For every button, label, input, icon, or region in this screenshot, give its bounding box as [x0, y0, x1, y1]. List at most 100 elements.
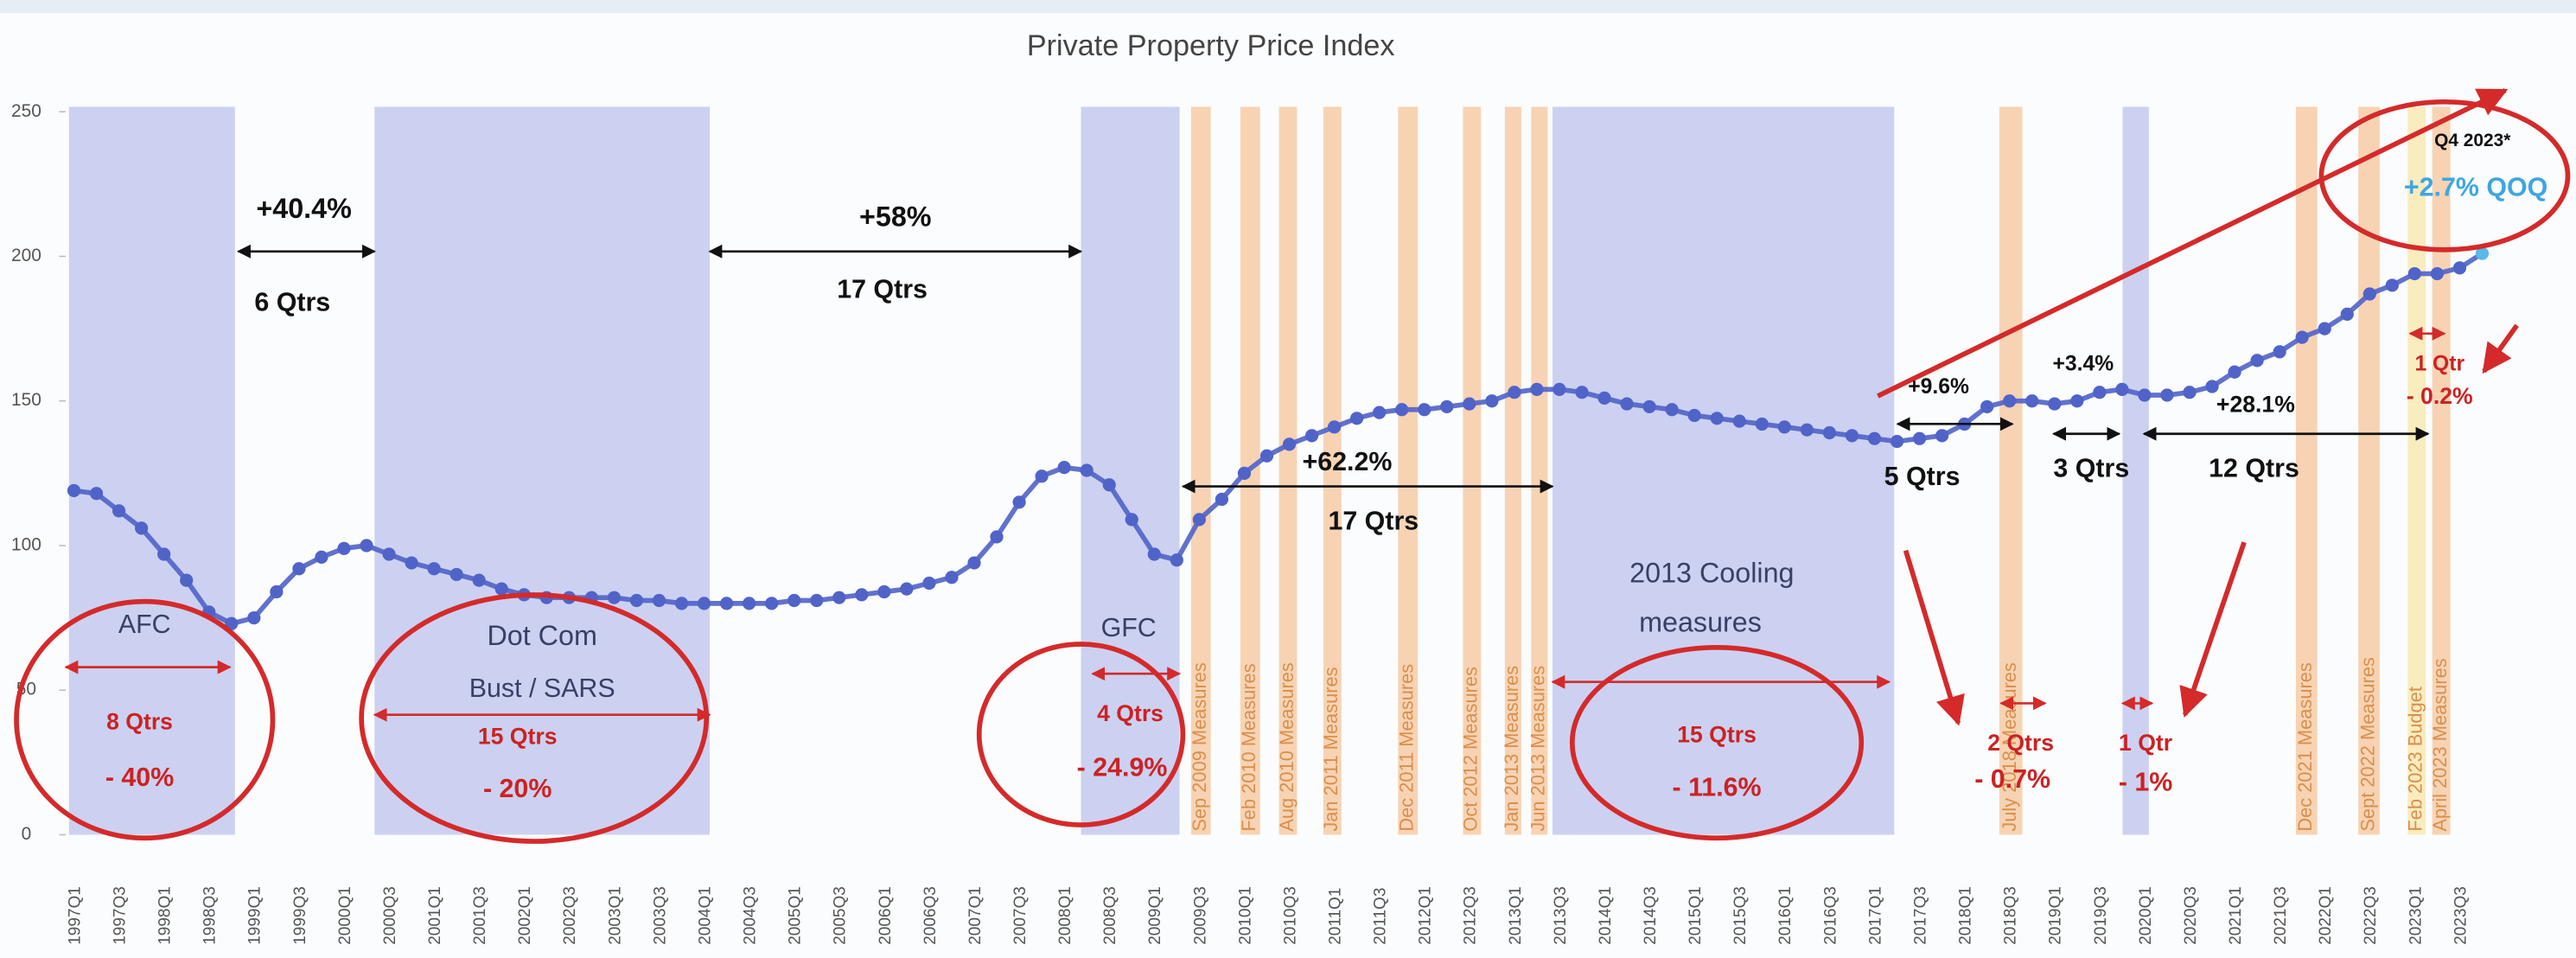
crisis-band — [68, 106, 235, 835]
measure-bar — [1278, 106, 1298, 835]
annotation: - 1% — [2119, 768, 2173, 797]
x-tick-label: 2021Q1 — [2227, 886, 2245, 945]
x-tick-label: 2019Q1 — [2047, 886, 2065, 945]
data-point — [157, 547, 171, 561]
highlight-ring — [359, 592, 710, 844]
data-point — [1800, 423, 1814, 437]
data-point — [1845, 429, 1859, 443]
x-tick-label: 1997Q3 — [112, 886, 130, 945]
x-tick-label: 2005Q1 — [787, 886, 805, 945]
data-point — [1327, 420, 1342, 434]
data-point — [247, 610, 261, 625]
annotation: 8 Qtrs — [106, 708, 173, 734]
data-point — [2340, 307, 2354, 321]
data-point — [1485, 394, 1499, 408]
data-point — [472, 573, 486, 587]
data-point — [112, 504, 126, 518]
x-tick-label: 2011Q1 — [1327, 888, 1345, 945]
x-tick-label: 2008Q3 — [1101, 886, 1119, 945]
x-tick-label: 2006Q3 — [921, 886, 940, 945]
data-point — [1642, 399, 1656, 414]
annotation: 1 Qtr — [2414, 352, 2464, 375]
data-point — [382, 547, 396, 561]
data-point — [1057, 461, 1071, 475]
x-tick-label: 2010Q1 — [1236, 886, 1254, 945]
data-point — [967, 556, 981, 570]
pointer-arrow — [2179, 541, 2247, 718]
data-point — [270, 584, 284, 599]
annotation: 3 Qtrs — [2053, 454, 2129, 483]
data-point — [1304, 429, 1319, 443]
data-point — [1080, 463, 1094, 477]
data-point — [743, 597, 756, 610]
data-point — [2273, 345, 2286, 359]
annotation: Dot Com — [487, 620, 596, 651]
annotations: +40.4% 6 Qtrs +58% 17 Qtrs AFC 8 Qtrs - 40% Dot… — [14, 87, 2571, 844]
data-point — [1912, 431, 1927, 445]
x-tick-label: 2000Q3 — [381, 886, 399, 945]
annotation: measures — [1639, 607, 1762, 638]
crisis-band — [2122, 106, 2149, 835]
annotation: 15 Qtrs — [1677, 721, 1757, 747]
annotation: - 0.2% — [2407, 383, 2473, 409]
annotation: Bust / SARS — [469, 674, 615, 703]
data-point — [1012, 495, 1026, 509]
chart-title: Private Property Price Index — [1027, 29, 1395, 62]
data-point — [1620, 397, 1634, 411]
x-tick-label: 2008Q1 — [1056, 886, 1074, 945]
highlight-ring — [14, 598, 276, 841]
measure-bar — [2407, 106, 2426, 835]
data-point — [900, 582, 914, 596]
data-point — [1732, 414, 1746, 428]
measure-label: Dec 2021 Measures — [2294, 662, 2316, 832]
data-point — [1597, 391, 1611, 405]
data-point — [1215, 492, 1229, 507]
measure-bar — [2432, 106, 2451, 835]
data-point — [1282, 437, 1297, 451]
data-point — [945, 571, 959, 584]
measure-label: Jun 2013 Measures — [1527, 666, 1549, 832]
crisis-band — [1081, 106, 1180, 835]
data-point — [652, 593, 666, 608]
annotation: +2.7% QOQ — [2404, 173, 2547, 202]
data-point — [2115, 382, 2129, 396]
data-point — [2228, 365, 2241, 379]
data-point — [2407, 266, 2421, 281]
measure-label: Sep 2009 Measures — [1189, 662, 1210, 832]
data-point — [1553, 382, 1566, 396]
annotation: - 40% — [105, 763, 174, 792]
x-tick-label: 2017Q3 — [1911, 886, 1929, 945]
x-tick-label: 2020Q1 — [2137, 886, 2155, 945]
data-point — [315, 550, 328, 564]
x-tick-label: 1999Q1 — [246, 886, 265, 945]
measure-bar — [1463, 106, 1482, 835]
y-tick-label: 200 — [11, 246, 41, 265]
top-strip — [0, 0, 2576, 14]
x-tick-label: 1999Q3 — [291, 886, 309, 945]
crisis-band — [1552, 106, 1895, 835]
measure-label: Feb 2023 Budget — [2404, 687, 2426, 832]
data-point — [922, 576, 936, 591]
measure-label: Jan 2011 Measures — [1320, 667, 1342, 831]
data-point — [2452, 261, 2467, 275]
data-point — [1575, 386, 1589, 399]
data-point — [1373, 406, 1387, 419]
data-point — [2025, 394, 2039, 408]
annotation: 4 Qtrs — [1097, 700, 1164, 726]
data-point — [629, 593, 644, 608]
data-point — [1035, 469, 1049, 483]
measure-bar — [1190, 106, 1211, 835]
measure-bar — [1323, 106, 1342, 835]
data-point — [719, 597, 734, 610]
data-point — [1935, 429, 1949, 443]
pointer-arrow — [1877, 87, 2509, 399]
x-tick-label: 2009Q3 — [1191, 886, 1209, 945]
annotation: - 11.6% — [1673, 772, 1762, 802]
y-tick-label: 100 — [11, 534, 41, 554]
data-point — [450, 567, 463, 582]
x-tick-label: 2007Q1 — [966, 886, 985, 945]
data-point — [2048, 397, 2062, 411]
x-tick-label: 2001Q3 — [471, 886, 489, 945]
x-tick-label: 2013Q1 — [1507, 886, 1525, 945]
annotation: GFC — [1101, 613, 1157, 642]
